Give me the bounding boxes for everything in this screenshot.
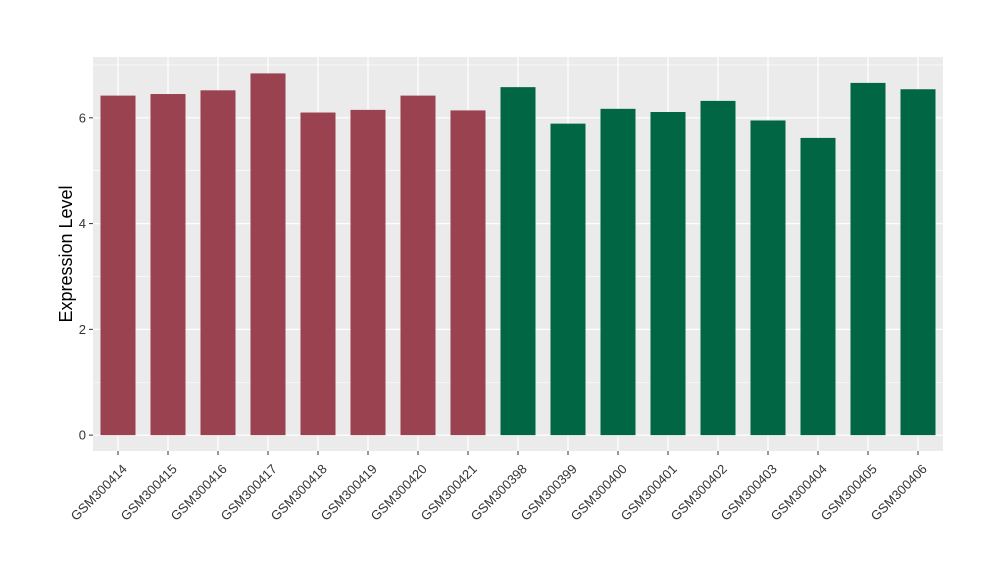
bar-GSM300398 [500,87,536,436]
bar-GSM300416 [200,90,236,436]
y-tick-label: 4 [79,216,86,231]
y-axis: 0 2 4 6 [79,110,93,443]
x-axis: GSM300414GSM300415GSM300416GSM300417GSM3… [68,451,930,524]
bar-GSM300414 [100,95,136,436]
bars [100,73,936,436]
bar-GSM300404 [800,137,836,436]
bar-GSM300418 [300,112,336,436]
y-tick-label: 0 [79,428,86,443]
bar-GSM300400 [600,108,636,436]
y-tick-label: 6 [79,110,86,125]
bar-GSM300420 [400,95,436,436]
bar-GSM300419 [350,109,386,436]
bar-GSM300403 [750,120,786,436]
bar-GSM300399 [550,123,586,436]
bar-GSM300401 [650,112,686,436]
bar-GSM300406 [900,89,936,436]
bar-GSM300402 [700,100,736,436]
bar-GSM300421 [450,110,486,436]
bar-GSM300415 [150,94,186,436]
y-tick-label: 2 [79,322,86,337]
bar-GSM300417 [250,73,286,436]
y-axis-title: Expression Level [56,185,76,322]
bar-GSM300405 [850,82,886,436]
